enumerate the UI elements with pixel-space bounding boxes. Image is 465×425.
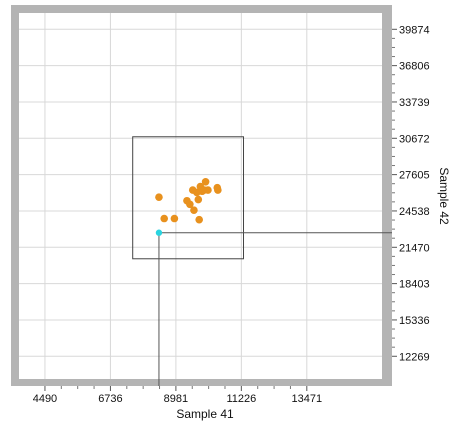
x-tick-label: 6736 (98, 393, 122, 405)
y-tick-label: 15336 (399, 315, 430, 327)
y-tick-label: 21470 (399, 242, 430, 254)
data-point[interactable] (155, 193, 163, 201)
highlighted-point[interactable] (155, 229, 163, 236)
data-point[interactable] (190, 206, 198, 215)
data-point[interactable] (214, 186, 222, 194)
y-tick-label: 18403 (399, 279, 430, 291)
y-tick-label: 39874 (399, 24, 430, 36)
y-tick-label: 33739 (399, 97, 430, 109)
data-point[interactable] (201, 177, 210, 186)
data-point[interactable] (204, 186, 212, 194)
y-axis: 39874 36806 33739 30672 27605 24538 21470 18403… (392, 24, 430, 363)
grid (19, 13, 382, 379)
plot-area[interactable] (19, 13, 382, 379)
x-tick-label: 8981 (164, 393, 188, 405)
x-tick-label: 4490 (33, 393, 57, 405)
data-point[interactable] (170, 214, 179, 223)
y-tick-label: 30672 (399, 133, 430, 145)
data-point[interactable] (186, 200, 194, 209)
x-axis-title: Sample 41 (176, 407, 234, 421)
data-point[interactable] (160, 214, 168, 223)
y-tick-label: 12269 (399, 351, 430, 363)
data-points (155, 177, 222, 236)
x-tick-label: 11226 (226, 393, 256, 405)
y-tick-label: 24538 (399, 206, 430, 218)
data-point[interactable] (194, 195, 203, 204)
x-tick-label: 13471 (292, 393, 323, 405)
x-axis: 4490 6736 8981 11226 13471 (33, 386, 322, 405)
y-tick-label: 27605 (399, 170, 430, 182)
selection-box[interactable] (132, 136, 245, 260)
y-axis-title: Sample 42 (437, 167, 451, 225)
data-point[interactable] (195, 215, 203, 224)
selection-overlay (132, 136, 392, 386)
y-tick-label: 36806 (399, 61, 430, 73)
